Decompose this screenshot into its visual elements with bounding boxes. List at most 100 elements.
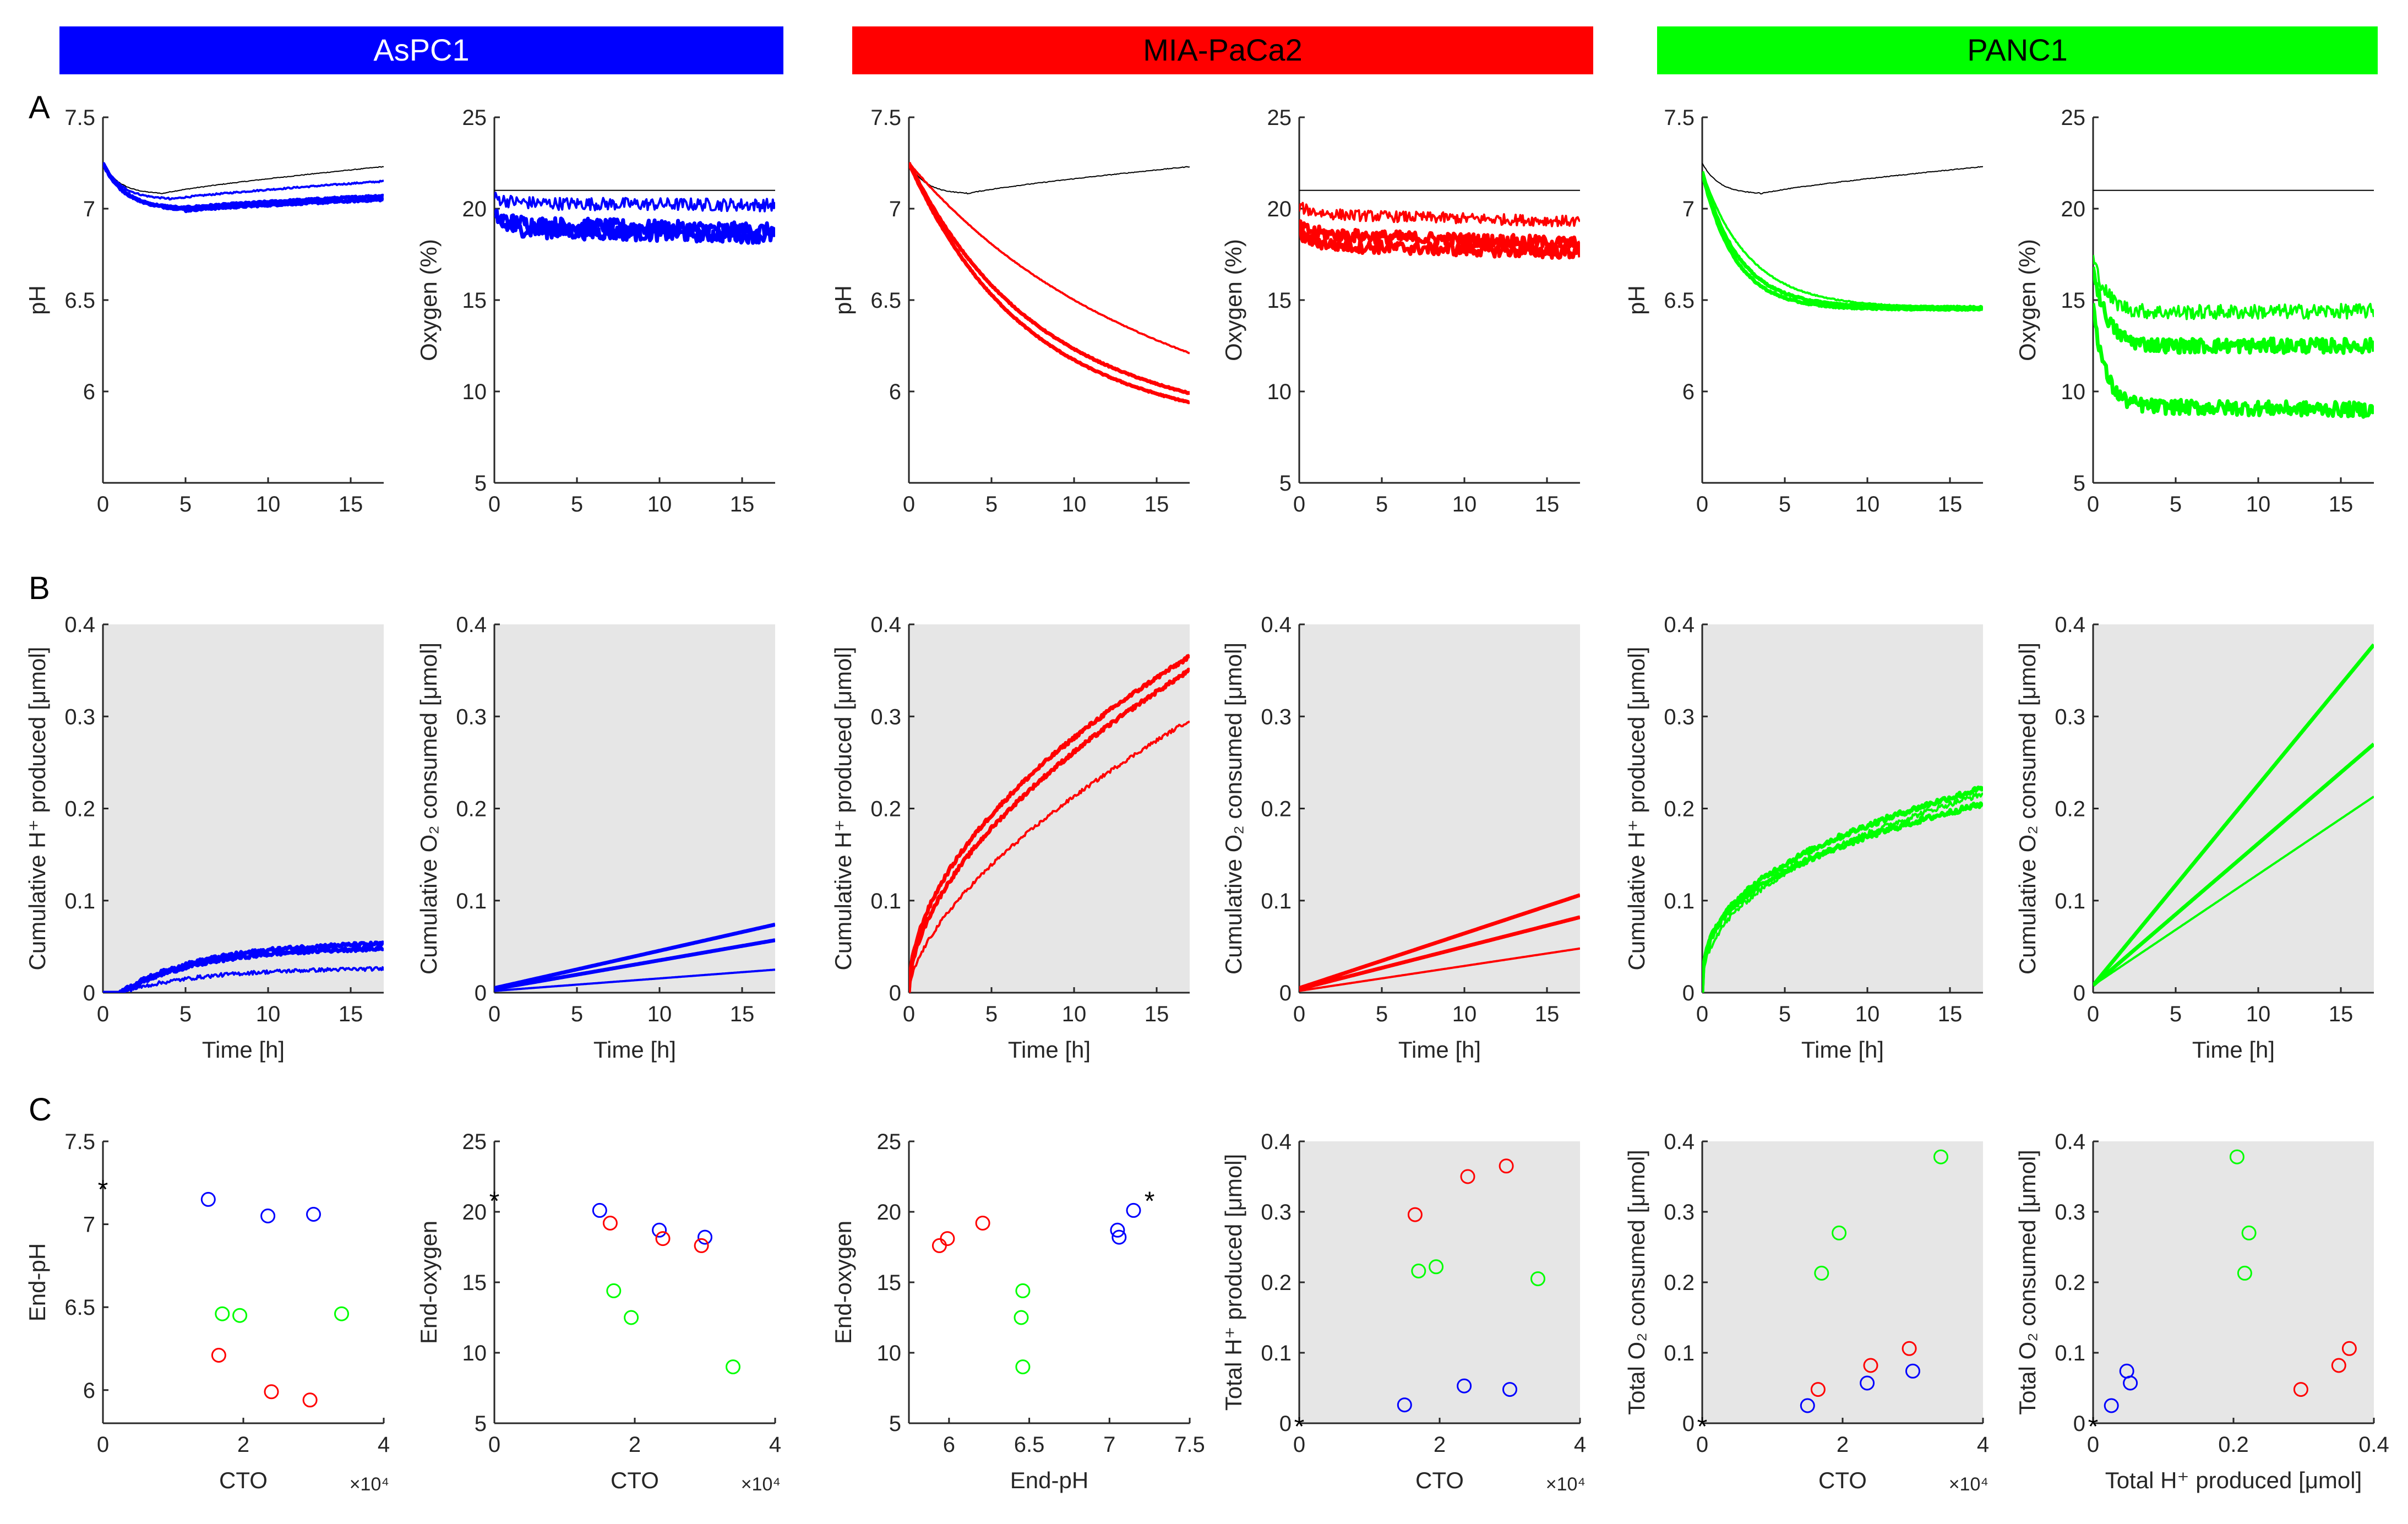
y-tick-label: 7 (1682, 197, 1695, 221)
y-tick-label: 6.5 (64, 1296, 95, 1320)
x-tick-label: 10 (1062, 1002, 1087, 1026)
data-point-aspc1 (698, 1229, 712, 1245)
y-tick-label: 0.3 (2055, 705, 2085, 729)
y-axis-label: Cumulative O₂ consumed [μmol] (2014, 643, 2040, 975)
x-axis-label: CTO (1415, 1467, 1464, 1493)
x-tick-label: 0 (1696, 492, 1708, 516)
control-line (103, 162, 384, 194)
plot-background (1702, 624, 1983, 993)
y-tick-label: 20 (1267, 197, 1292, 221)
data-point-mia-paca2 (1863, 1358, 1878, 1373)
y-tick-label: 25 (462, 1130, 487, 1154)
data-point-mia-paca2 (264, 1384, 279, 1400)
data-point-panc1 (624, 1310, 639, 1325)
data-point-panc1 (2229, 1149, 2244, 1164)
data-point-panc1 (1015, 1283, 1031, 1298)
x-exponent-label: ×10⁴ (741, 1474, 781, 1495)
chart-a3: 6 6.5 7 7.5 0 5 10 15 pH (830, 106, 1190, 516)
series-line-rep3 (1299, 227, 1580, 260)
x-tick-label: 0 (903, 492, 915, 516)
y-tick-label: 0.2 (1261, 797, 1292, 821)
y-tick-label: 6.5 (870, 289, 901, 313)
y-tick-label: 0.1 (1261, 889, 1292, 913)
x-tick-label: 15 (730, 1002, 755, 1026)
y-tick-label: 25 (1267, 106, 1292, 130)
x-tick-label: 5 (2170, 492, 2182, 516)
data-point-mia-paca2 (1407, 1207, 1423, 1222)
x-tick-label: 10 (1855, 492, 1880, 516)
y-axis-label: Oxygen (%) (416, 239, 442, 361)
series-line-rep1 (103, 966, 384, 993)
series-line-rep3 (909, 162, 1190, 405)
y-tick-label: 0.3 (64, 705, 95, 729)
series-line-rep3 (1299, 893, 1580, 990)
y-tick-label: 25 (877, 1130, 902, 1154)
chart-c5: 0 0.1 0.2 0.3 0.4 0 2 4 Total O₂ consumed [μmol]… (1624, 1130, 1989, 1495)
y-tick-label: 6.5 (1664, 289, 1695, 313)
data-point-panc1 (334, 1306, 349, 1321)
x-tick-label: 0 (2087, 492, 2099, 516)
y-tick-label: 0.4 (456, 613, 487, 637)
x-tick-label: 0 (1293, 1433, 1305, 1457)
x-tick-label: 5 (1376, 1002, 1388, 1026)
y-tick-label: 10 (462, 1341, 487, 1365)
x-tick-label: 0 (488, 1433, 500, 1457)
x-exponent-label: ×10⁴ (1949, 1474, 1988, 1495)
x-axis-label: Time [h] (1801, 1037, 1884, 1063)
y-tick-label: 0.2 (456, 797, 487, 821)
x-tick-label: 6 (943, 1433, 955, 1457)
chart-b1: 0 0.1 0.2 0.3 0.4 0 5 10 15 Cumulative H⁺ produce… (24, 613, 384, 1063)
y-axis-label: Total O₂ consumed [μmol] (1624, 1150, 1649, 1415)
data-point-panc1 (1832, 1225, 1847, 1240)
control-star-marker: * (1294, 1412, 1305, 1441)
banner-aspc1: AsPC1 (59, 26, 783, 74)
chart-b3: 0 0.1 0.2 0.3 0.4 0 5 10 15 Cumulative H⁺ produce… (830, 613, 1190, 1063)
control-star-marker: * (2088, 1412, 2099, 1441)
y-tick-label: 0.4 (1664, 613, 1695, 637)
y-axis-label: Cumulative H⁺ produced [μmol] (24, 647, 50, 971)
y-axis-label: Cumulative H⁺ produced [μmol] (1624, 647, 1649, 971)
x-axis-label: End-pH (1010, 1467, 1088, 1493)
x-tick-label: 15 (1938, 1002, 1963, 1026)
x-tick-label: 0 (2087, 1433, 2099, 1457)
data-point-panc1 (1015, 1359, 1031, 1375)
chart-c6: 0 0.1 0.2 0.3 0.4 0 0.2 0.4 Total O₂ consumed [μ… (2014, 1130, 2389, 1493)
data-point-aspc1 (1126, 1202, 1141, 1218)
x-tick-label: 0 (2087, 1002, 2099, 1026)
series-line-rep1 (103, 162, 384, 201)
y-tick-label: 7 (83, 197, 95, 221)
y-tick-label: 7.5 (1664, 106, 1695, 130)
data-point-panc1 (232, 1308, 248, 1323)
y-tick-label: 6 (83, 1379, 95, 1403)
data-point-aspc1 (260, 1209, 276, 1223)
y-tick-label: 0.3 (1261, 705, 1292, 729)
y-tick-label: 5 (1279, 471, 1292, 496)
y-axis-label: pH (830, 285, 856, 315)
chart-b4: 0 0.1 0.2 0.3 0.4 0 5 10 15 Cumulative O₂ consume… (1221, 613, 1580, 1063)
data-point-mia-paca2 (2293, 1382, 2308, 1397)
x-axis-label: CTO (219, 1467, 268, 1493)
series-line-rep2 (2093, 266, 2374, 355)
banner-bar (1657, 26, 2378, 74)
y-tick-label: 0.1 (1664, 1341, 1695, 1365)
chart-c1: 6 6.5 7 7.5 0 2 4 End-pH CTO ×10⁴ * (24, 1130, 390, 1495)
series-line-rep3 (2093, 643, 2374, 987)
series-line-rep3 (1702, 172, 1983, 312)
data-point-mia-paca2 (1460, 1169, 1475, 1184)
y-tick-label: 0.2 (64, 797, 95, 821)
plot-background (2093, 624, 2374, 993)
y-tick-label: 20 (2061, 197, 2086, 221)
y-tick-label: 10 (462, 380, 487, 404)
x-tick-label: 0.4 (2358, 1433, 2389, 1457)
x-tick-label: 5 (985, 492, 998, 516)
data-point-aspc1 (2104, 1398, 2119, 1413)
series-line-rep1 (909, 162, 1190, 355)
series-line-rep3 (103, 162, 384, 214)
y-tick-label: 0.3 (1664, 1200, 1695, 1224)
x-tick-label: 4 (378, 1433, 390, 1457)
data-point-mia-paca2 (602, 1216, 618, 1231)
x-tick-label: 15 (1145, 1002, 1169, 1026)
